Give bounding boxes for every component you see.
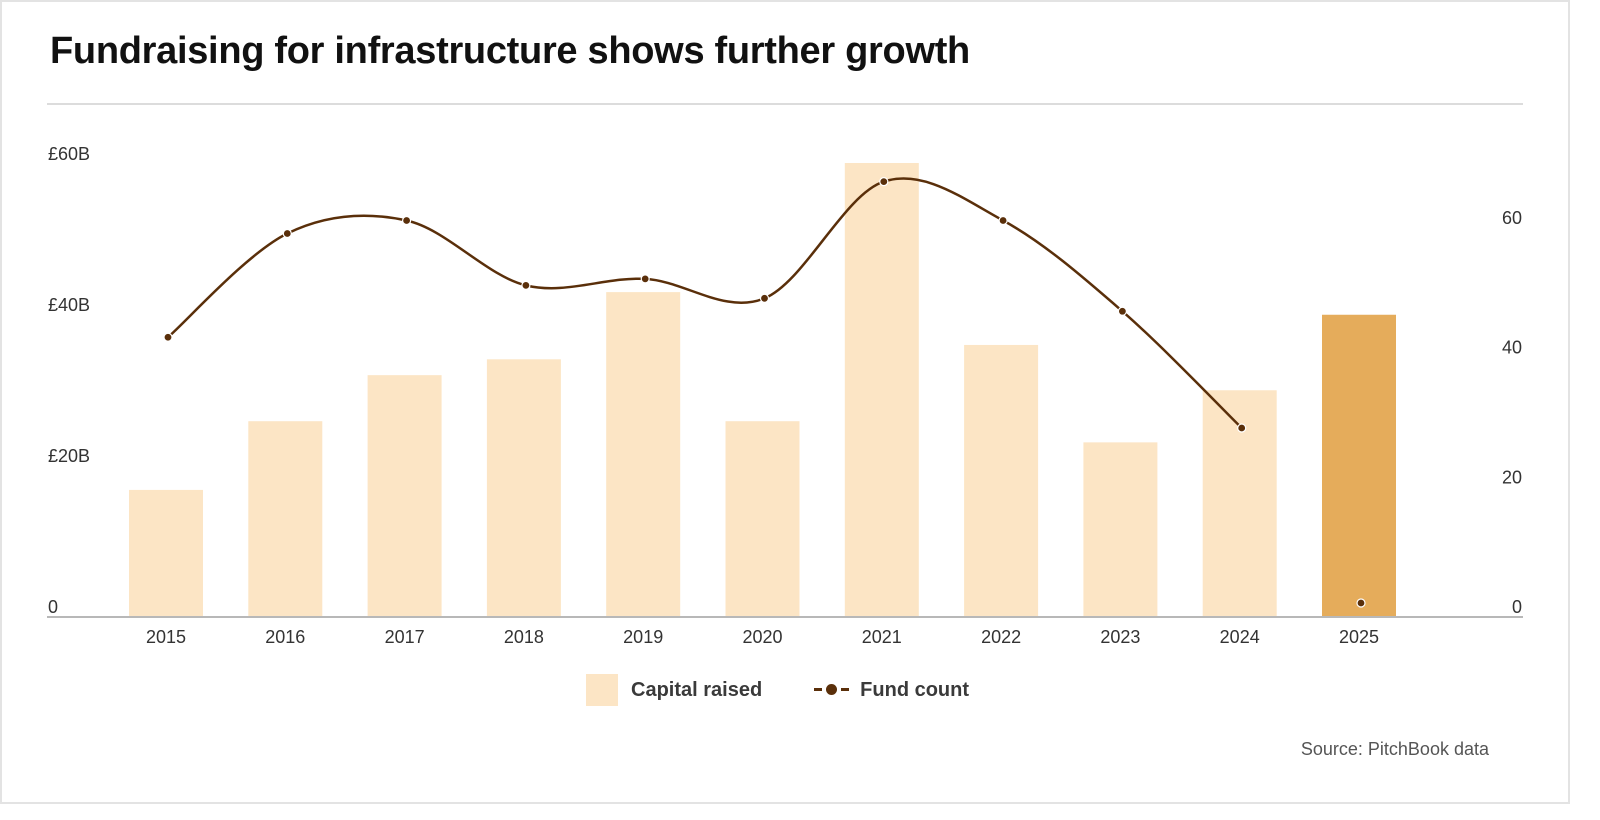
fund-count-line bbox=[166, 177, 1243, 430]
x-tick-label-2019: 2019 bbox=[623, 627, 663, 647]
left-tick-label-20: £20B bbox=[48, 446, 90, 466]
right-tick-label-60: 60 bbox=[1502, 208, 1522, 228]
right-tick-label-40: 40 bbox=[1502, 338, 1522, 358]
combo-chart: 0 £20B £40B £60B 0 20 40 60 2015 2016 2017 2018 2019… bbox=[47, 144, 1523, 647]
bar-2022 bbox=[964, 344, 1039, 616]
fund-count-point-2022 bbox=[998, 215, 1008, 226]
legend-label-capital-raised: Capital raised bbox=[631, 678, 763, 701]
x-tick-label-2015: 2015 bbox=[146, 627, 186, 647]
legend-label-fund-count: Fund count bbox=[860, 678, 970, 701]
fund-count-point-2023 bbox=[1117, 306, 1128, 316]
fund-count-point-2017 bbox=[402, 215, 412, 226]
x-tick-label-2016: 2016 bbox=[265, 627, 305, 647]
bar-2016 bbox=[248, 421, 323, 616]
bar-2021 bbox=[844, 163, 919, 616]
legend: Capital raised Fund count bbox=[586, 674, 969, 706]
legend-swatch-capital-raised bbox=[586, 674, 618, 706]
chart-title: Fundraising for infrastructure shows fur… bbox=[50, 30, 970, 72]
fund-count-point-2025 bbox=[1356, 598, 1366, 608]
x-tick-label-2022: 2022 bbox=[981, 627, 1021, 647]
chart-card: Fundraising for infrastructure shows fur… bbox=[0, 0, 1570, 804]
fund-count-point-2021 bbox=[879, 177, 889, 187]
bar-2017 bbox=[367, 375, 442, 616]
fund-count-point-2019 bbox=[640, 274, 650, 284]
bar-2015 bbox=[129, 489, 203, 616]
right-tick-label-20: 20 bbox=[1502, 467, 1522, 487]
left-tick-label-0: 0 bbox=[48, 597, 58, 617]
x-tick-label-2017: 2017 bbox=[385, 627, 425, 647]
x-tick-label-2018: 2018 bbox=[504, 627, 544, 647]
bar-2019 bbox=[606, 292, 681, 616]
bar-2023 bbox=[1083, 442, 1158, 616]
x-tick-label-2024: 2024 bbox=[1220, 627, 1260, 647]
fund-count-point-2018 bbox=[521, 280, 531, 290]
bar-2018 bbox=[486, 359, 561, 616]
right-tick-label-0: 0 bbox=[1512, 597, 1522, 617]
legend-marker-fund-count bbox=[814, 684, 850, 696]
fund-count-point-2015 bbox=[163, 332, 173, 342]
left-tick-label-60: £60B bbox=[48, 144, 90, 164]
fund-count-point-2016 bbox=[282, 228, 292, 239]
x-tick-label-2023: 2023 bbox=[1100, 627, 1140, 647]
title-divider bbox=[47, 103, 1523, 105]
fund-count-point-2024 bbox=[1237, 423, 1247, 433]
x-tick-label-2025: 2025 bbox=[1339, 627, 1379, 647]
x-tick-label-2021: 2021 bbox=[862, 627, 902, 647]
fund-count-point-2020 bbox=[759, 293, 770, 303]
source-note: Source: PitchBook data bbox=[1300, 739, 1489, 759]
bar-2025 bbox=[1322, 314, 1396, 616]
left-tick-label-40: £40B bbox=[48, 295, 90, 315]
bar-2020 bbox=[725, 421, 800, 616]
x-tick-label-2020: 2020 bbox=[742, 627, 782, 647]
